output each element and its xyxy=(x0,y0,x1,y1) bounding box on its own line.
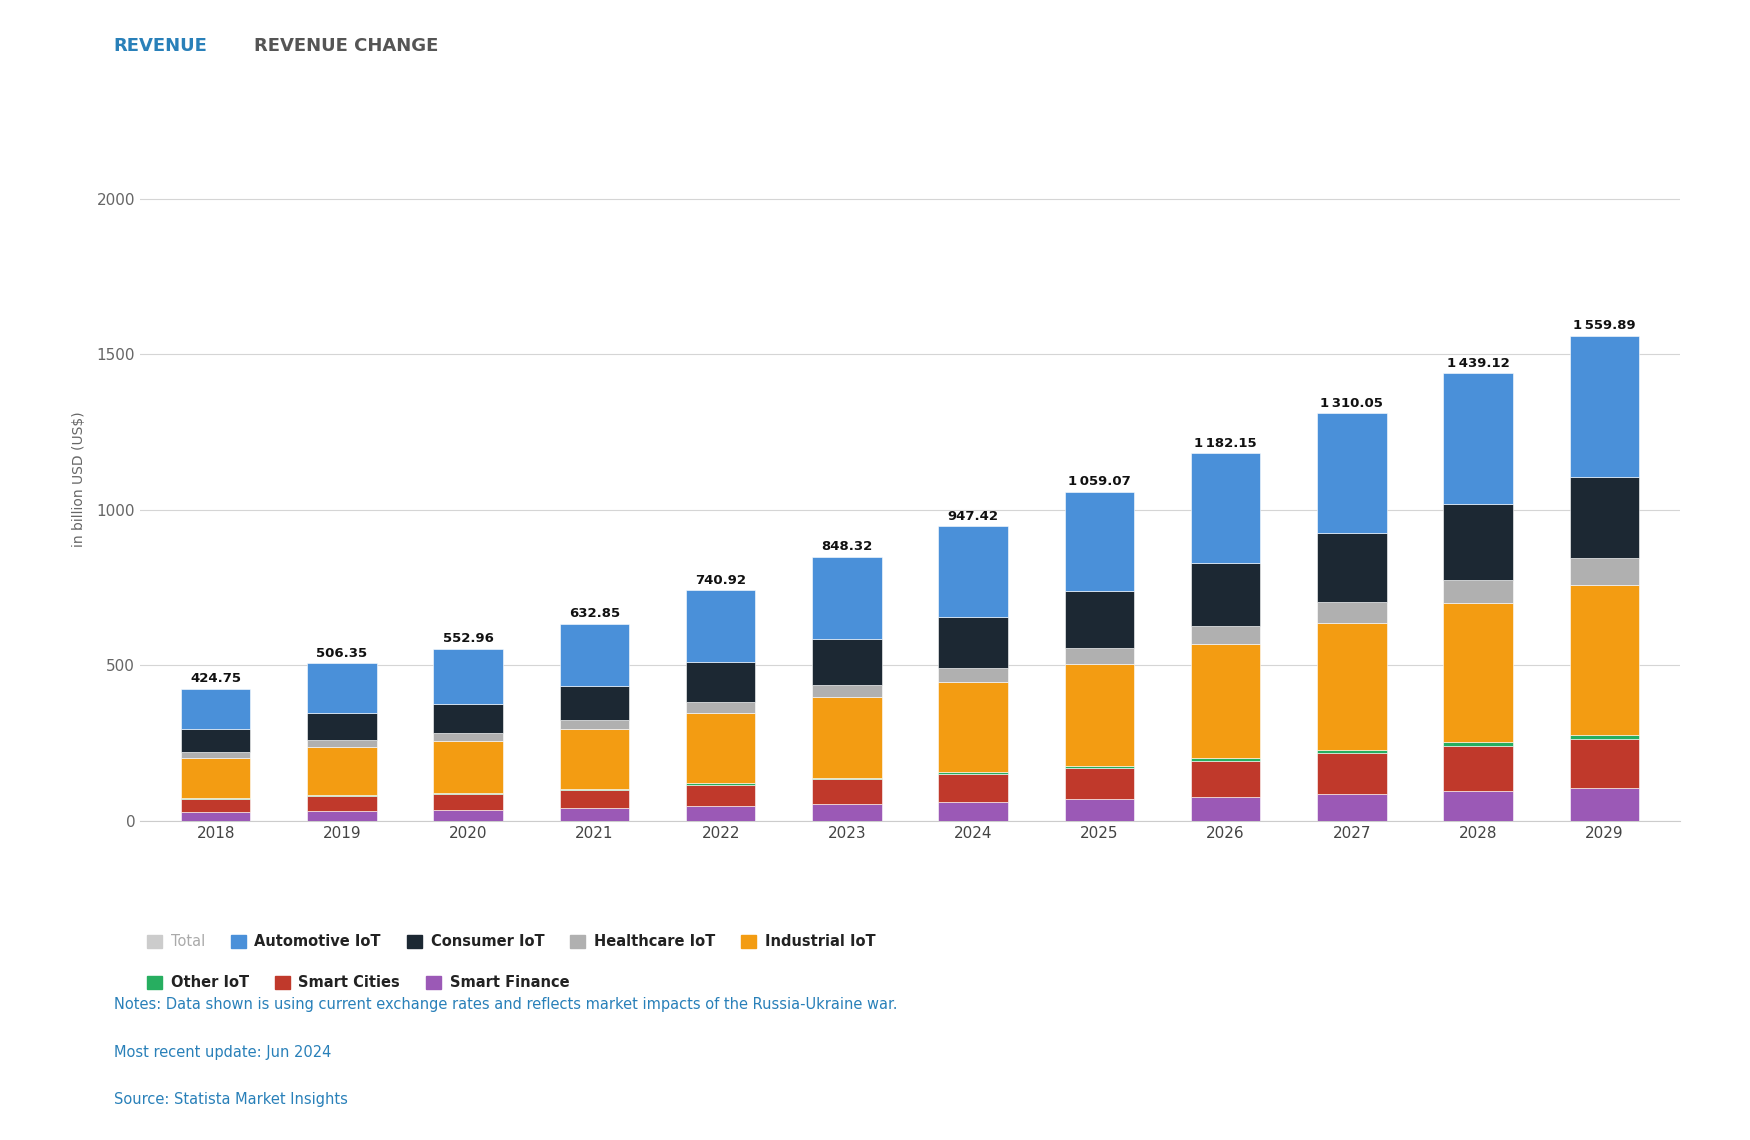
Bar xyxy=(1570,559,1640,585)
Text: 1 182.15: 1 182.15 xyxy=(1194,437,1256,449)
Bar xyxy=(560,728,630,789)
Bar xyxy=(686,702,756,712)
Bar xyxy=(812,804,882,821)
Bar xyxy=(308,811,376,821)
Bar xyxy=(686,784,756,806)
Text: Source: Statista Market Insights: Source: Statista Market Insights xyxy=(114,1091,348,1107)
Bar xyxy=(560,790,630,808)
Bar xyxy=(560,720,630,728)
Bar xyxy=(308,747,376,796)
Bar xyxy=(180,799,250,812)
Bar xyxy=(938,772,1008,774)
Bar xyxy=(938,668,1008,682)
Bar xyxy=(812,777,882,780)
Text: 740.92: 740.92 xyxy=(695,573,746,587)
Bar xyxy=(1570,585,1640,735)
Text: 424.75: 424.75 xyxy=(191,671,242,685)
Bar xyxy=(686,591,756,662)
Text: REVENUE CHANGE: REVENUE CHANGE xyxy=(254,38,438,56)
Bar xyxy=(1444,791,1512,821)
Text: REVENUE: REVENUE xyxy=(114,38,208,56)
Text: Notes: Data shown is using current exchange rates and reflects market impacts of: Notes: Data shown is using current excha… xyxy=(114,996,898,1012)
Bar xyxy=(180,812,250,821)
Text: 1 059.07: 1 059.07 xyxy=(1068,474,1130,488)
Bar xyxy=(1318,534,1386,602)
Bar xyxy=(938,682,1008,772)
Bar xyxy=(1190,758,1260,760)
Bar xyxy=(1318,750,1386,754)
Bar xyxy=(180,752,250,758)
Bar xyxy=(812,557,882,638)
Text: 552.96: 552.96 xyxy=(443,633,493,645)
Bar xyxy=(180,689,250,730)
Text: 506.35: 506.35 xyxy=(317,646,368,660)
Bar xyxy=(1444,374,1512,504)
Bar xyxy=(686,783,756,784)
Y-axis label: in billion USD (US$): in billion USD (US$) xyxy=(72,412,86,546)
Bar xyxy=(560,686,630,720)
Text: 947.42: 947.42 xyxy=(947,510,999,522)
Text: 1 559.89: 1 559.89 xyxy=(1573,319,1636,332)
Bar xyxy=(1570,336,1640,477)
Bar xyxy=(1064,648,1134,663)
Bar xyxy=(1064,663,1134,766)
Bar xyxy=(1318,414,1386,534)
Bar xyxy=(812,697,882,777)
Bar xyxy=(308,796,376,811)
Bar xyxy=(308,712,376,740)
Bar xyxy=(1064,591,1134,648)
Bar xyxy=(308,663,376,712)
Bar xyxy=(938,774,1008,801)
Bar xyxy=(812,638,882,685)
Bar xyxy=(686,662,756,702)
Bar xyxy=(560,808,630,821)
Bar xyxy=(434,809,502,821)
Bar xyxy=(1444,746,1512,791)
Bar xyxy=(938,527,1008,617)
Bar xyxy=(560,624,630,686)
Bar xyxy=(1570,477,1640,559)
Bar xyxy=(1064,768,1134,799)
Bar xyxy=(1444,504,1512,579)
Bar xyxy=(434,733,502,741)
Bar xyxy=(434,703,502,733)
Bar xyxy=(812,685,882,697)
Bar xyxy=(434,741,502,792)
Bar xyxy=(686,712,756,783)
Bar xyxy=(434,793,502,809)
Bar xyxy=(1190,760,1260,797)
Bar xyxy=(1444,603,1512,742)
Bar xyxy=(1570,739,1640,788)
Text: 632.85: 632.85 xyxy=(569,608,620,620)
Bar xyxy=(938,801,1008,821)
Bar xyxy=(1064,766,1134,768)
Bar xyxy=(686,806,756,821)
Bar xyxy=(1190,626,1260,644)
Bar xyxy=(180,758,250,798)
Bar xyxy=(434,649,502,703)
Bar xyxy=(1444,742,1512,746)
Bar xyxy=(812,780,882,804)
Bar xyxy=(1190,644,1260,758)
Bar xyxy=(1190,563,1260,626)
Bar xyxy=(1570,788,1640,821)
Bar xyxy=(1064,491,1134,591)
Text: 848.32: 848.32 xyxy=(821,540,873,553)
Bar xyxy=(308,740,376,747)
Bar xyxy=(1064,799,1134,821)
Bar xyxy=(1190,797,1260,821)
Legend: Other IoT, Smart Cities, Smart Finance: Other IoT, Smart Cities, Smart Finance xyxy=(147,975,569,991)
Bar xyxy=(1318,624,1386,750)
Bar xyxy=(1190,454,1260,563)
Bar xyxy=(1318,602,1386,624)
Bar xyxy=(180,730,250,752)
Bar xyxy=(1318,793,1386,821)
Bar xyxy=(1444,579,1512,603)
Bar xyxy=(1570,735,1640,739)
Bar xyxy=(1318,754,1386,793)
Text: 1 439.12: 1 439.12 xyxy=(1447,357,1510,369)
Bar xyxy=(938,617,1008,668)
Text: Most recent update: Jun 2024: Most recent update: Jun 2024 xyxy=(114,1044,331,1060)
Text: 1 310.05: 1 310.05 xyxy=(1320,397,1382,409)
